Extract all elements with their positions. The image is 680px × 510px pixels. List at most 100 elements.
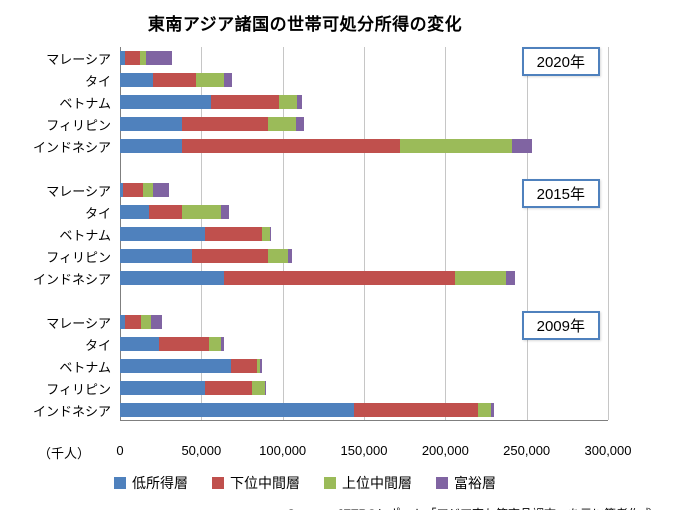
bar-segment	[268, 249, 288, 263]
bar-segment	[120, 381, 205, 395]
legend-swatch	[436, 477, 448, 489]
bar-segment	[120, 51, 125, 65]
legend-label: 下位中間層	[230, 475, 300, 491]
bar-track	[120, 95, 608, 109]
bar-segment	[297, 95, 303, 109]
bar-segment	[123, 183, 143, 197]
bar-row: ベトナム	[8, 355, 608, 377]
bar-segment	[220, 205, 229, 219]
bar-row: ベトナム	[8, 91, 608, 113]
x-axis: （千人） 0 50,000 100,000 150,000 200,000 250,000…	[8, 443, 632, 461]
bar-track	[120, 205, 608, 219]
country-label: マレーシア	[46, 183, 111, 199]
bar-track	[120, 337, 608, 351]
bar-row: インドネシア	[8, 135, 608, 157]
bar-track	[120, 249, 608, 263]
year-group: マレーシアタイベトナムフィリピンインドネシア	[8, 311, 608, 421]
x-tick-label: 150,000	[340, 443, 388, 458]
x-tick-label: 250,000	[503, 443, 551, 458]
bar-segment	[124, 315, 142, 329]
country-label: インドネシア	[32, 271, 111, 287]
country-label: タイ	[84, 73, 111, 89]
legend-label: 低所得層	[132, 475, 188, 491]
legend-swatch	[114, 477, 126, 489]
bar-row: マレーシア	[8, 311, 608, 333]
year-label-box: 2009年	[521, 311, 600, 340]
bar-segment	[279, 95, 298, 109]
bar-segment	[120, 139, 182, 153]
bar-segment	[512, 139, 532, 153]
bar-segment	[251, 381, 265, 395]
bar-segment	[141, 315, 151, 329]
bar-track	[120, 381, 608, 395]
bar-segment	[211, 95, 280, 109]
bar-segment	[120, 95, 212, 109]
country-label: インドネシア	[32, 403, 111, 419]
bar-row: フィリピン	[8, 377, 608, 399]
country-label: タイ	[84, 337, 111, 353]
country-label: フィリピン	[46, 381, 111, 397]
bar-segment	[490, 403, 495, 417]
country-label: マレーシア	[46, 51, 111, 67]
bar-segment	[120, 227, 205, 241]
bar-segment	[120, 73, 153, 87]
legend-item: 低所得層	[114, 473, 188, 493]
country-label: フィリピン	[46, 117, 111, 133]
bar-track	[120, 359, 608, 373]
bar-segment	[259, 359, 262, 373]
bar-track	[120, 315, 608, 329]
legend-swatch	[212, 477, 224, 489]
x-tick-label: 300,000	[584, 443, 632, 458]
bar-row: タイ	[8, 333, 608, 355]
bar-segment	[120, 315, 125, 329]
bar-segment	[150, 315, 163, 329]
bar-segment	[120, 271, 225, 285]
bar-segment	[477, 403, 491, 417]
country-label: インドネシア	[32, 139, 111, 155]
bar-segment	[196, 73, 225, 87]
bar-row: インドネシア	[8, 267, 608, 289]
bar-row: インドネシア	[8, 399, 608, 421]
bar-segment	[209, 337, 221, 351]
bar-segment	[191, 249, 269, 263]
gridline	[608, 47, 609, 420]
bar-row: フィリピン	[8, 245, 608, 267]
bar-segment	[120, 359, 231, 373]
gridline	[364, 47, 365, 420]
bar-segment	[181, 205, 221, 219]
bar-track	[120, 403, 608, 417]
bar-row: マレーシア	[8, 47, 608, 69]
gridline	[526, 47, 528, 420]
x-tick-label: 100,000	[259, 443, 307, 458]
legend-swatch	[324, 477, 336, 489]
bar-segment	[159, 337, 210, 351]
bar-segment	[120, 183, 124, 197]
country-label: ベトナム	[59, 359, 111, 375]
country-label: マレーシア	[46, 315, 111, 331]
legend: 低所得層 下位中間層 上位中間層 富裕層	[0, 473, 610, 493]
x-tick-label: 200,000	[421, 443, 469, 458]
legend-item: 下位中間層	[212, 473, 300, 493]
bar-segment	[139, 51, 146, 65]
bar-track	[120, 227, 608, 241]
bar-segment	[230, 359, 257, 373]
bar-segment	[152, 73, 197, 87]
legend-item: 上位中間層	[324, 473, 412, 493]
bar-segment	[181, 117, 269, 131]
bar-row: ベトナム	[8, 223, 608, 245]
axis-unit-label: （千人）	[38, 446, 91, 461]
bar-segment	[220, 337, 225, 351]
bar-segment	[269, 227, 272, 241]
bar-segment	[224, 73, 233, 87]
bar-segment	[268, 117, 296, 131]
country-label: ベトナム	[59, 95, 111, 111]
bar-row: フィリピン	[8, 113, 608, 135]
bar-track	[120, 271, 608, 285]
bar-segment	[142, 183, 153, 197]
gridline	[282, 47, 284, 420]
bar-segment	[120, 337, 160, 351]
bar-segment	[149, 205, 182, 219]
bar-segment	[181, 139, 400, 153]
bar-segment	[256, 359, 260, 373]
